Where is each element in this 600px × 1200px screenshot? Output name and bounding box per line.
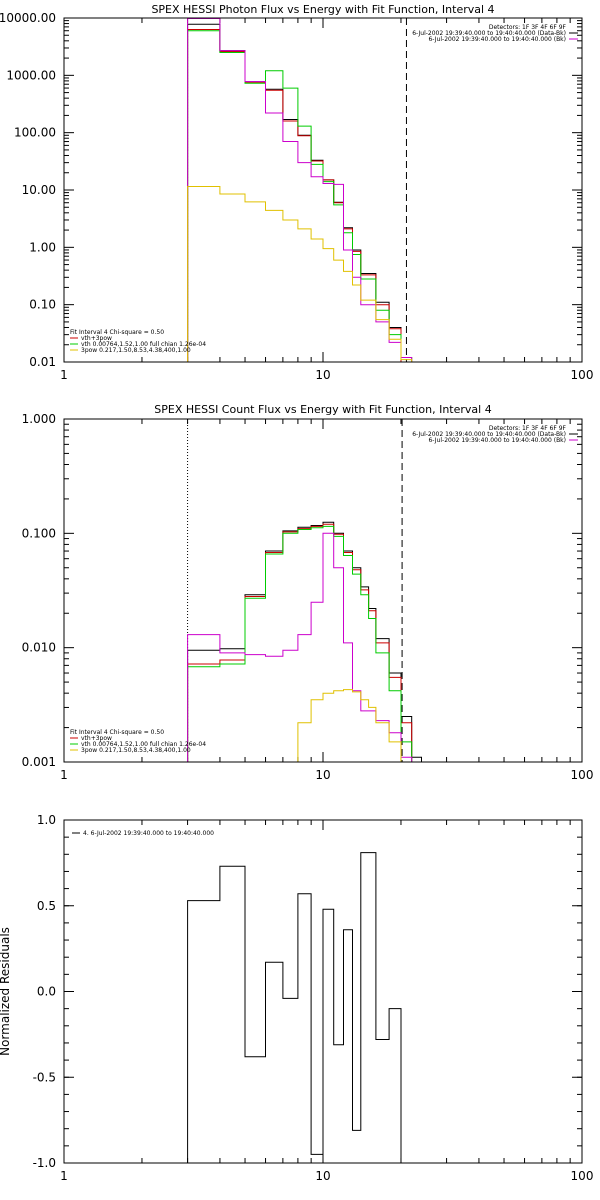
x-tick-label: 100 [571, 768, 594, 782]
legend-entry: vth+3pow [81, 335, 112, 342]
series-group [187, 521, 422, 762]
info-line: 6-Jul-2002 19:39:40.000 to 19:40:40.000 … [412, 431, 566, 438]
x-tick-label: 10 [315, 368, 330, 382]
y-tick-label: 0.5 [37, 899, 56, 913]
legend-entry: 3pow 0.217,1.50,8.53,4.38,400,1.00 [81, 347, 191, 354]
x-tick-label: 1 [60, 368, 68, 382]
plot-frame [63, 418, 583, 763]
series-background [187, 532, 413, 762]
x-tick-label: 1 [60, 768, 68, 782]
series-group [187, 852, 402, 1163]
legend-entry: vth 0.00764,1.52,1.00 full chian 1.26e-0… [81, 341, 206, 348]
residuals-panel: Normalized Residuals 1 10 100 1.0 0.5 0.0 -0.5 -… [0, 813, 593, 1183]
photon-flux-panel: SPEX HESSI Photon Flux vs Energy with Fi… [0, 3, 593, 382]
y-tick-label: 10000.00 [0, 11, 56, 25]
x-tick-label: 100 [571, 1169, 594, 1183]
legend-header: Fit Interval 4 Chi-square = 0.50 [70, 329, 164, 336]
y-tick-label: 1.00 [29, 240, 56, 254]
legend-header: Fit Interval 4 Chi-square = 0.50 [70, 729, 164, 736]
y-tick-label: 0.0 [37, 985, 56, 999]
y-tick-label: 100.00 [14, 126, 56, 140]
y-tick-label: 1.000 [22, 412, 56, 426]
info-line: 6-Jul-2002 19:39:40.000 to 19:40:40.000 … [428, 36, 566, 43]
y-tick-label: 0.10 [29, 298, 56, 312]
series-vth+3pow [187, 29, 402, 362]
series-vth+3pow [187, 523, 422, 762]
y-tick-label: 0.001 [22, 755, 56, 769]
info-line: Detectors: 1F 3F 4F 6F 9F [489, 425, 567, 432]
legend-entry: vth 0.00764,1.52,1.00 full chian 1.26e-0… [81, 741, 206, 748]
series-vth [187, 30, 413, 362]
series-background [187, 18, 413, 362]
plot-frame [63, 17, 583, 363]
series-residuals [187, 852, 402, 1163]
y-tick-label: 0.01 [29, 355, 56, 369]
x-tick-label: 100 [571, 368, 594, 382]
legend-entry: 3pow 0.217,1.50,8.53,4.38,400,1.00 [81, 747, 191, 754]
info-line: Detectors: 1F 3F 4F 6F 9F [489, 24, 567, 31]
y-axis-label: Normalized Residuals [0, 927, 12, 1056]
legend-entry: vth+3pow [81, 735, 112, 742]
x-tick-label: 1 [60, 1169, 68, 1183]
y-tick-label: 1000.00 [6, 68, 56, 82]
x-tick-label: 10 [315, 1169, 330, 1183]
chart-title: SPEX HESSI Count Flux vs Energy with Fit… [154, 403, 491, 416]
info-line: 6-Jul-2002 19:39:40.000 to 19:40:40.000 … [428, 437, 566, 444]
y-tick-label: 0.100 [22, 526, 56, 540]
y-tick-label: 0.010 [22, 641, 56, 655]
count-flux-panel: SPEX HESSI Count Flux vs Energy with Fit… [22, 403, 594, 782]
x-tick-label: 10 [315, 768, 330, 782]
plot-frame [63, 819, 583, 1164]
y-tick-label: 1.0 [37, 813, 56, 827]
series-data [187, 521, 422, 762]
chart-title: SPEX HESSI Photon Flux vs Energy with Fi… [151, 3, 494, 16]
y-tick-label: -1.0 [33, 1156, 56, 1170]
series-group [187, 18, 413, 362]
series-3pow [265, 689, 412, 762]
legend-entry: 4. 6-Jul-2002 19:39:40.000 to 19:40:40.0… [83, 830, 214, 837]
series-vth [187, 525, 413, 762]
info-line: 6-Jul-2002 19:39:40.000 to 19:40:40.000 … [412, 30, 566, 37]
y-tick-label: -0.5 [33, 1070, 56, 1084]
y-tick-label: 10.00 [22, 183, 56, 197]
series-3pow [187, 186, 413, 362]
